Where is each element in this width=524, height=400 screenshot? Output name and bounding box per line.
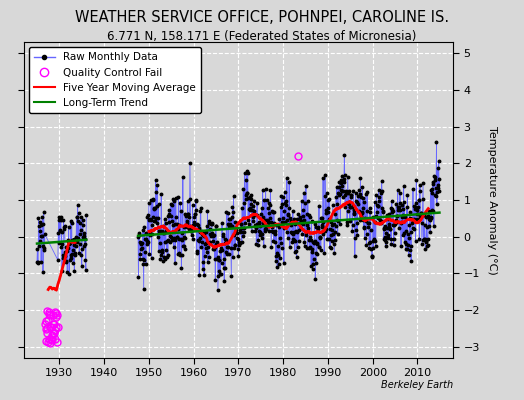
Text: 6.771 N, 158.171 E (Federated States of Micronesia): 6.771 N, 158.171 E (Federated States of …: [107, 30, 417, 43]
Text: Berkeley Earth: Berkeley Earth: [381, 380, 453, 390]
Y-axis label: Temperature Anomaly (°C): Temperature Anomaly (°C): [487, 126, 497, 274]
Legend: Raw Monthly Data, Quality Control Fail, Five Year Moving Average, Long-Term Tren: Raw Monthly Data, Quality Control Fail, …: [29, 47, 201, 113]
Text: WEATHER SERVICE OFFICE, POHNPEI, CAROLINE IS.: WEATHER SERVICE OFFICE, POHNPEI, CAROLIN…: [75, 10, 449, 25]
